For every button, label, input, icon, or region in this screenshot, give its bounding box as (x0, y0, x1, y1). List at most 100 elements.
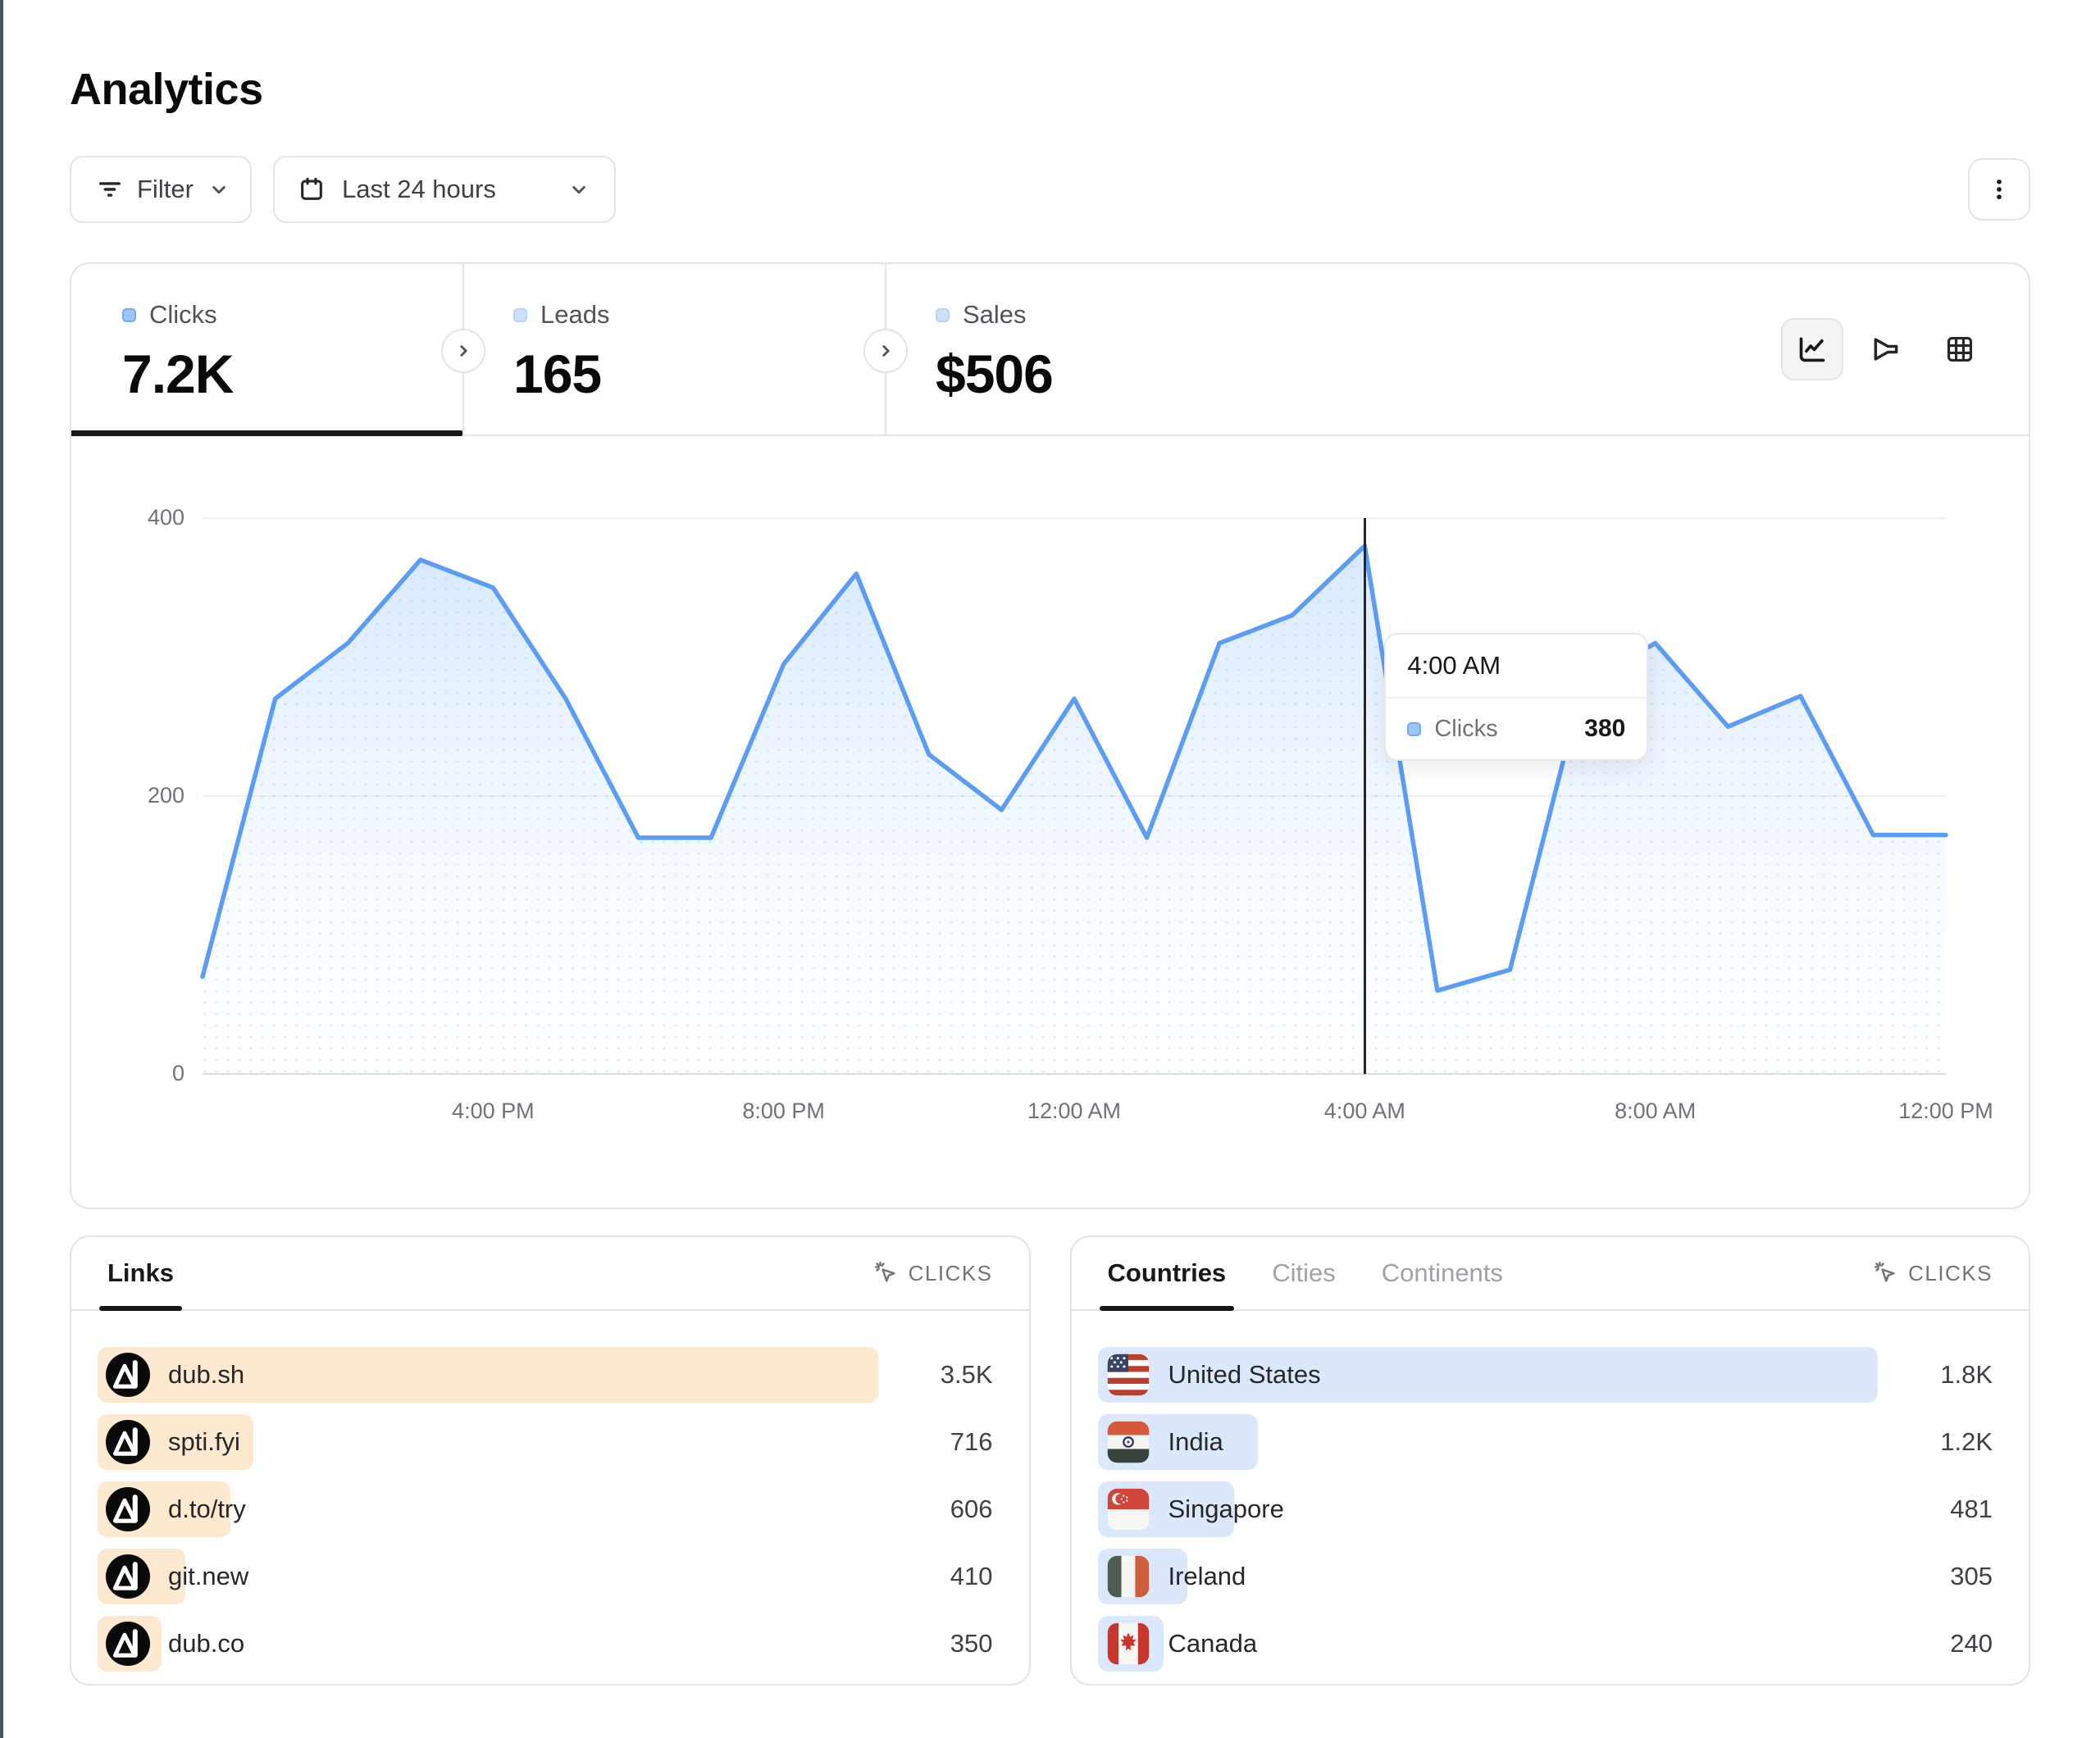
filter-icon (96, 175, 124, 203)
link-row-value: 3.5K (940, 1360, 993, 1389)
metric-label: Clicks (149, 300, 217, 329)
country-row[interactable]: India 1.2K (1097, 1414, 1993, 1470)
filter-label: Filter (137, 175, 194, 203)
chart-line (200, 544, 1948, 994)
breakdown-panels: Links CLICKS dub.sh 3.5K spti.fyi 716 d.to/t… (70, 1235, 2030, 1686)
links-metric-selector[interactable]: CLICKS (874, 1261, 993, 1286)
date-range-button[interactable]: Last 24 hours (273, 156, 616, 223)
link-row-bar-track: dub.co (98, 1616, 878, 1672)
y-axis-label: 400 (147, 505, 184, 530)
calendar-icon (298, 175, 326, 203)
tab-countries[interactable]: Countries (1099, 1237, 1234, 1311)
link-row-label: spti.fyi (168, 1427, 240, 1456)
chevron-right-icon (453, 340, 474, 362)
country-row-label: Singapore (1168, 1495, 1284, 1523)
link-row[interactable]: spti.fyi 716 (98, 1414, 993, 1470)
chart-tooltip: 4:00 AM Clicks 380 (1384, 633, 1649, 761)
line-chart-toggle[interactable] (1781, 318, 1843, 380)
link-row[interactable]: d.to/try 606 (98, 1481, 993, 1537)
x-axis-label: 12:00 PM (1898, 1099, 1993, 1123)
country-row-bar-track: Ireland (1097, 1549, 1879, 1604)
clicks-legend-square (122, 307, 136, 322)
metric-value: $506 (936, 344, 1054, 404)
country-row-bar-track: Singapore (1097, 1481, 1879, 1537)
geo-metric-selector[interactable]: CLICKS (1874, 1261, 1993, 1286)
link-row[interactable]: dub.co 350 (98, 1616, 993, 1672)
country-row[interactable]: Canada 240 (1097, 1616, 1993, 1672)
country-row-value: 305 (1950, 1562, 1993, 1590)
active-tab-indicator (71, 430, 462, 436)
flag-ie-icon (1106, 1554, 1150, 1599)
metric-tab-sales[interactable]: Sales $506 (885, 264, 1307, 436)
country-row[interactable]: Singapore 481 (1097, 1481, 1993, 1537)
link-row-bar-track: git.new (98, 1549, 878, 1604)
table-grid-icon (1944, 334, 1975, 365)
link-row-bar (98, 1347, 878, 1403)
analytics-card: Clicks 7.2K Leads 165 Sales $506 (70, 262, 2030, 1209)
dub-logo-icon (106, 1420, 150, 1464)
metric-tab-leads[interactable]: Leads 165 (462, 264, 885, 436)
funnel-chart-toggle[interactable] (1855, 318, 1917, 380)
country-row-bar-track: India (1097, 1414, 1879, 1470)
country-row[interactable]: United States 1.8K (1097, 1347, 1993, 1403)
line-chart-icon (1797, 334, 1828, 365)
chevron-down-icon (567, 177, 591, 202)
clicks-chart[interactable]: 4:00 AM Clicks 380 0 200 400 4:00 PM 8:00 PM… (71, 436, 2029, 1208)
country-row-label: India (1168, 1427, 1223, 1456)
filter-button[interactable]: Filter (70, 156, 252, 223)
country-row-value: 481 (1950, 1495, 1993, 1523)
links-panel-header: Links CLICKS (71, 1237, 1029, 1311)
country-row-value: 240 (1950, 1629, 1993, 1658)
link-row-value: 350 (950, 1629, 993, 1658)
tooltip-legend-square (1407, 721, 1422, 736)
chevron-right-icon (875, 340, 896, 362)
links-metric-label: CLICKS (908, 1260, 993, 1285)
country-row-label: United States (1168, 1360, 1321, 1389)
country-row[interactable]: Ireland 305 (1097, 1549, 1993, 1604)
country-row-bar-track: Canada (1097, 1616, 1879, 1672)
metric-tab-clicks[interactable]: Clicks 7.2K (71, 264, 462, 436)
link-row-label: dub.sh (168, 1360, 245, 1389)
flag-sg-icon (1106, 1487, 1150, 1531)
metric-value: 165 (513, 344, 602, 404)
table-view-toggle[interactable] (1929, 318, 1991, 380)
metric-tabs-strip: Clicks 7.2K Leads 165 Sales $506 (71, 264, 2029, 436)
page-title: Analytics (70, 65, 263, 114)
funnel-chart-icon (1870, 334, 1902, 365)
x-axis-label: 4:00 AM (1323, 1099, 1405, 1123)
expand-leads-button[interactable] (441, 329, 485, 373)
more-options-button[interactable] (1968, 158, 2030, 221)
link-row-label: dub.co (168, 1629, 245, 1658)
toolbar: Filter Last 24 hours (70, 156, 2030, 223)
country-row-value: 1.8K (1940, 1360, 1993, 1389)
expand-sales-button[interactable] (863, 329, 908, 373)
window-edge (0, 0, 3, 1738)
metric-label: Sales (963, 300, 1027, 329)
dub-logo-icon (106, 1622, 150, 1666)
y-axis-label: 0 (171, 1061, 184, 1085)
link-row-value: 606 (950, 1495, 993, 1523)
link-row-bar-track: spti.fyi (98, 1414, 878, 1470)
area-chart-svg (200, 517, 1948, 1075)
dub-logo-icon (106, 1554, 150, 1599)
link-row[interactable]: git.new 410 (98, 1549, 993, 1604)
flag-ca-icon (1106, 1622, 1150, 1666)
link-row-value: 410 (950, 1562, 993, 1590)
country-row-label: Ireland (1168, 1562, 1246, 1590)
tab-links[interactable]: Links (99, 1237, 182, 1311)
link-row-bar-track: d.to/try (98, 1481, 878, 1537)
link-row[interactable]: dub.sh 3.5K (98, 1347, 993, 1403)
tab-continents[interactable]: Continents (1381, 1258, 1503, 1287)
tooltip-series-label: Clicks (1434, 715, 1498, 742)
date-range-label: Last 24 hours (342, 175, 496, 203)
x-axis-label: 4:00 PM (452, 1099, 535, 1123)
chevron-down-icon (207, 177, 231, 202)
tab-cities[interactable]: Cities (1272, 1258, 1336, 1287)
geo-panel: Countries Cities Continents CLICKS Unite… (1069, 1235, 2030, 1686)
flag-us-icon (1106, 1353, 1150, 1397)
cursor-click-icon (1874, 1261, 1898, 1285)
x-axis-label: 12:00 AM (1027, 1099, 1122, 1123)
tooltip-time: 4:00 AM (1386, 635, 1647, 698)
geo-panel-header: Countries Cities Continents CLICKS (1071, 1237, 2029, 1311)
metric-label: Leads (540, 300, 610, 329)
